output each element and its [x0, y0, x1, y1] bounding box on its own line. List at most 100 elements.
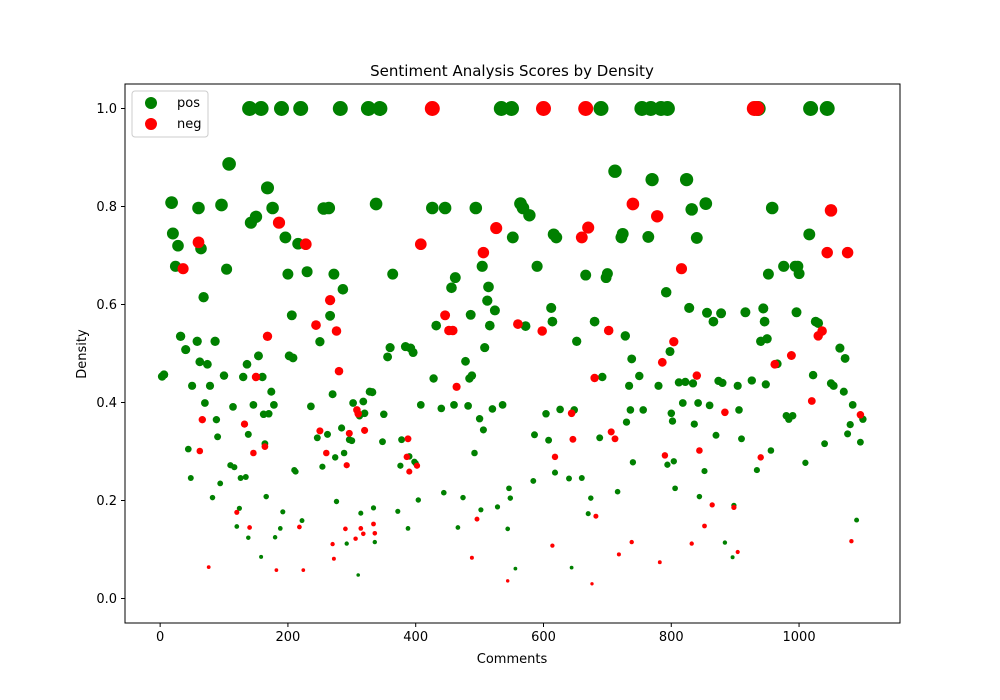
data-point-pos-121: [431, 320, 442, 331]
data-point-pos-67: [293, 101, 309, 116]
data-point-neg-46: [469, 555, 474, 560]
data-point-pos-31: [234, 524, 240, 529]
data-point-pos-73: [319, 463, 326, 470]
data-point-pos-78: [328, 390, 337, 399]
data-point-pos-264: [821, 440, 828, 448]
data-point-neg-96: [856, 411, 865, 419]
data-point-pos-237: [740, 307, 751, 318]
data-point-pos-18: [205, 381, 215, 390]
legend-marker-pos: [145, 97, 157, 109]
data-point-neg-95: [849, 539, 854, 544]
data-point-pos-63: [288, 353, 298, 363]
data-point-neg-63: [593, 513, 599, 519]
data-point-pos-231: [722, 540, 728, 545]
data-point-neg-30: [354, 410, 362, 418]
data-point-pos-255: [791, 307, 802, 318]
data-point-pos-265: [819, 101, 835, 116]
data-point-neg-92: [821, 246, 833, 259]
data-point-pos-135: [471, 449, 478, 457]
data-point-pos-19: [209, 494, 216, 501]
plot-frame: [124, 83, 901, 624]
data-point-pos-68: [299, 518, 305, 524]
data-point-neg-58: [575, 231, 588, 244]
data-point-pos-267: [829, 381, 838, 390]
data-point-pos-90: [356, 573, 360, 577]
data-point-neg-57: [569, 435, 577, 443]
data-point-pos-195: [635, 371, 644, 381]
data-point-pos-272: [846, 420, 854, 429]
data-point-pos-274: [854, 517, 860, 523]
data-point-neg-76: [689, 541, 694, 546]
data-point-pos-119: [426, 201, 439, 215]
data-point-pos-57: [274, 101, 289, 116]
data-point-pos-83: [338, 424, 346, 432]
data-point-neg-62: [590, 373, 599, 383]
data-point-pos-130: [461, 356, 470, 366]
data-point-pos-85: [340, 449, 348, 457]
data-point-pos-137: [475, 415, 484, 423]
data-point-neg-39: [413, 462, 421, 469]
data-point-pos-178: [588, 495, 594, 501]
data-point-pos-193: [627, 354, 637, 364]
y-tick-label-4: 0.8: [96, 200, 117, 215]
data-point-pos-32: [236, 505, 242, 511]
data-point-pos-144: [484, 320, 495, 331]
data-point-neg-16: [299, 238, 312, 251]
data-point-neg-32: [361, 531, 366, 537]
data-point-neg-6: [240, 420, 249, 428]
data-point-pos-122: [437, 404, 446, 413]
data-point-pos-99: [372, 539, 377, 545]
data-point-pos-111: [405, 526, 411, 531]
data-point-pos-190: [622, 418, 631, 426]
data-point-pos-29: [229, 403, 237, 411]
data-point-pos-77: [325, 310, 336, 321]
x-tick-label-2: 400: [403, 630, 428, 645]
data-point-pos-164: [545, 436, 553, 444]
data-point-neg-66: [611, 435, 619, 443]
data-point-pos-149: [498, 401, 507, 409]
data-point-pos-141: [480, 343, 490, 353]
y-tick-label-1: 0.2: [96, 494, 117, 509]
data-point-pos-41: [249, 401, 258, 409]
data-point-pos-257: [793, 268, 805, 280]
data-point-neg-67: [616, 552, 621, 557]
data-point-pos-206: [665, 346, 675, 357]
data-point-pos-184: [601, 268, 613, 280]
data-point-neg-75: [675, 263, 688, 275]
data-point-neg-17: [311, 320, 321, 330]
data-point-pos-21: [212, 416, 221, 424]
data-point-pos-191: [625, 381, 634, 390]
data-point-pos-200: [645, 172, 659, 187]
data-point-pos-114: [408, 347, 418, 358]
data-point-pos-248: [765, 201, 779, 215]
data-point-pos-44: [253, 101, 269, 116]
data-point-pos-72: [315, 337, 325, 347]
series-pos: [157, 101, 867, 577]
data-point-pos-226: [708, 316, 719, 327]
data-point-pos-89: [349, 399, 357, 407]
data-point-pos-42: [249, 210, 263, 223]
data-point-pos-3: [166, 227, 179, 240]
data-point-pos-13: [195, 357, 205, 367]
data-point-pos-8: [184, 445, 192, 453]
data-point-pos-238: [747, 376, 756, 385]
data-point-pos-86: [344, 541, 349, 546]
data-point-pos-120: [429, 374, 438, 383]
data-point-pos-34: [238, 372, 248, 382]
data-point-pos-176: [580, 269, 592, 281]
data-point-neg-54: [550, 543, 555, 548]
data-point-neg-88: [786, 351, 796, 360]
x-tick-label-3: 600: [531, 630, 556, 645]
data-point-pos-142: [482, 295, 493, 306]
y-axis-label: Density: [75, 329, 90, 379]
x-axis: 0 200 400 600 800 1000: [156, 623, 816, 645]
data-point-neg-91: [817, 326, 827, 336]
data-point-neg-82: [731, 504, 737, 511]
data-point-pos-207: [667, 409, 676, 418]
data-point-pos-5: [172, 239, 184, 252]
data-point-pos-124: [438, 201, 452, 215]
data-point-neg-94: [841, 246, 854, 259]
data-point-pos-170: [556, 405, 564, 414]
data-point-neg-83: [735, 549, 740, 555]
